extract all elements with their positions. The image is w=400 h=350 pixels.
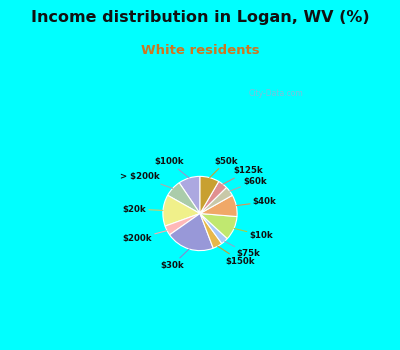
Text: $60k: $60k bbox=[230, 176, 267, 191]
Text: $200k: $200k bbox=[122, 231, 167, 243]
Wedge shape bbox=[200, 176, 219, 214]
Text: $10k: $10k bbox=[234, 229, 273, 240]
Wedge shape bbox=[163, 195, 200, 226]
Wedge shape bbox=[200, 214, 227, 244]
Wedge shape bbox=[170, 214, 213, 251]
Wedge shape bbox=[200, 214, 222, 248]
Text: $30k: $30k bbox=[160, 249, 189, 270]
Text: Income distribution in Logan, WV (%): Income distribution in Logan, WV (%) bbox=[31, 10, 369, 25]
Text: $40k: $40k bbox=[236, 197, 277, 206]
Wedge shape bbox=[200, 188, 232, 214]
Wedge shape bbox=[179, 176, 200, 214]
Text: > $200k: > $200k bbox=[120, 173, 173, 188]
Text: White residents: White residents bbox=[141, 44, 259, 57]
Text: $50k: $50k bbox=[210, 157, 238, 178]
Text: $20k: $20k bbox=[122, 204, 163, 214]
Text: $100k: $100k bbox=[154, 157, 189, 178]
Text: $125k: $125k bbox=[223, 166, 263, 184]
Text: City-Data.com: City-Data.com bbox=[249, 89, 304, 98]
Wedge shape bbox=[200, 195, 237, 217]
Text: $75k: $75k bbox=[225, 241, 260, 258]
Text: $150k: $150k bbox=[218, 246, 255, 266]
Wedge shape bbox=[168, 183, 200, 214]
Wedge shape bbox=[165, 214, 200, 235]
Wedge shape bbox=[200, 214, 237, 239]
Wedge shape bbox=[200, 181, 226, 214]
